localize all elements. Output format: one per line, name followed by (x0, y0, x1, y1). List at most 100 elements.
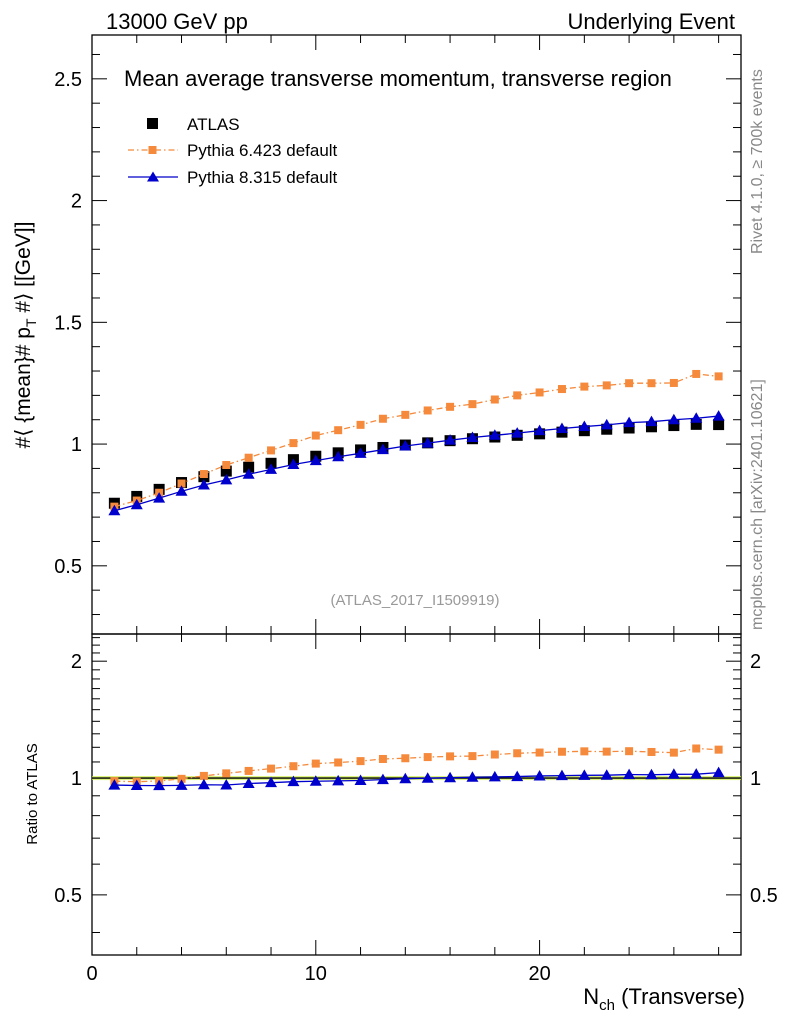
marker-pythia8 (511, 427, 524, 438)
main-axis-ticks: 0.5 1 1.5 2 2.5 (54, 35, 741, 634)
x-tick-label: 0 (86, 963, 97, 985)
ratio-marker-pythia8 (220, 778, 233, 790)
y-tick-label: 1.5 (54, 312, 82, 334)
ratio-marker-pythia6 (334, 758, 343, 767)
marker-pythia6 (669, 378, 678, 387)
ratio-marker-pythia8 (354, 774, 367, 785)
ratio-marker-pythia8 (197, 778, 210, 790)
ratio-marker-pythia6 (557, 747, 566, 756)
ratio-marker-pythia6 (311, 759, 320, 768)
marker-pythia6 (580, 382, 589, 391)
marker-pythia6 (267, 446, 276, 455)
analysis-id-label: (ATLAS_2017_I1509919) (330, 592, 499, 609)
ratio-marker-pythia6 (692, 744, 701, 753)
y-axis-label-subscript: T (23, 318, 39, 327)
ratio-marker-pythia6 (267, 764, 276, 773)
ratio-marker-pythia6 (669, 748, 678, 757)
ratio-axis-ticks: 0 10 20 0.5 0.5 1 1 2 2 (54, 634, 778, 985)
ratio-y-tick-label-right: 0.5 (750, 885, 778, 907)
legend-marker-pythia8 (147, 171, 159, 182)
marker-pythia6 (356, 420, 365, 429)
marker-pythia6 (177, 479, 186, 488)
legend-label-pythia6: Pythia 6.423 default (187, 141, 338, 160)
ratio-marker-pythia8 (511, 770, 524, 782)
ratio-marker-pythia8 (466, 771, 479, 782)
marker-pythia6 (513, 391, 522, 400)
ratio-marker-pythia6 (714, 745, 723, 754)
ratio-marker-pythia8 (376, 773, 389, 785)
y-tick-label: 1 (71, 434, 82, 456)
ratio-marker-pythia8 (667, 768, 680, 779)
marker-pythia8 (197, 478, 210, 490)
x-axis-label-subscript: ch (599, 997, 615, 1014)
marker-pythia6 (557, 385, 566, 394)
marker-pythia8 (712, 410, 725, 421)
x-axis-label-main: N (583, 984, 599, 1009)
ratio-marker-pythia6 (535, 748, 544, 757)
marker-pythia6 (625, 379, 634, 388)
marker-pythia8 (555, 422, 568, 433)
ratio-marker-pythia8 (444, 771, 457, 783)
ratio-marker-pythia8 (600, 769, 613, 780)
ratio-marker-pythia8 (623, 768, 636, 780)
ratio-marker-pythia8 (421, 772, 434, 783)
ratio-y-tick-label-left: 0.5 (54, 885, 82, 907)
ratio-marker-pythia8 (265, 776, 278, 788)
ratio-marker-pythia6 (378, 754, 387, 763)
marker-pythia6 (446, 402, 455, 411)
marker-atlas (690, 418, 702, 430)
marker-pythia8 (444, 434, 457, 445)
marker-atlas (668, 420, 680, 432)
ratio-marker-pythia6 (222, 769, 231, 778)
marker-pythia6 (714, 372, 723, 381)
marker-pythia8 (309, 454, 322, 466)
ratio-marker-pythia6 (602, 747, 611, 756)
ratio-marker-pythia6 (401, 754, 410, 763)
marker-pythia6 (199, 470, 208, 479)
ratio-marker-pythia6 (244, 766, 253, 775)
y-axis-label-part-a: #⟨ {mean}# p (12, 327, 35, 448)
ratio-marker-pythia6 (199, 771, 208, 780)
ratio-y-tick-label-right: 2 (750, 651, 761, 673)
ratio-marker-pythia6 (356, 757, 365, 766)
legend-label-atlas: ATLAS (187, 115, 240, 134)
marker-pythia8 (466, 431, 479, 442)
ratio-marker-pythia6 (423, 753, 432, 762)
x-tick-label: 20 (528, 963, 550, 985)
y-tick-label: 2.5 (54, 69, 82, 91)
line-pythia8 (114, 415, 719, 512)
marker-pythia8 (667, 413, 680, 425)
marker-pythia8 (623, 416, 636, 428)
marker-pythia6 (222, 461, 231, 470)
ratio-series-layer (108, 744, 725, 791)
marker-pythia6 (602, 381, 611, 390)
marker-pythia8 (578, 420, 591, 432)
x-axis-label: Nch (Transverse) (583, 984, 745, 1014)
ratio-marker-pythia6 (625, 747, 634, 756)
marker-atlas (243, 461, 255, 473)
y-axis-label-part-b: #⟩ [[GeV]] (12, 222, 35, 319)
ratio-marker-pythia8 (578, 769, 591, 780)
marker-pythia8 (130, 498, 143, 510)
mcplots-reference-label: mcplots.cern.ch [arXiv:2401.10621] (749, 379, 766, 630)
marker-pythia6 (289, 439, 298, 448)
marker-pythia6 (311, 431, 320, 440)
legend: ATLAS Pythia 6.423 default Pythia 8.315 … (128, 115, 338, 187)
marker-pythia8 (600, 418, 613, 430)
marker-atlas (623, 422, 635, 434)
ratio-y-tick-label-left: 1 (71, 768, 82, 790)
marker-pythia8 (265, 463, 278, 474)
marker-pythia6 (692, 369, 701, 378)
marker-pythia6 (468, 400, 477, 409)
ratio-marker-pythia8 (690, 768, 703, 779)
marker-pythia8 (108, 504, 121, 516)
ratio-marker-pythia6 (177, 774, 186, 783)
marker-pythia8 (533, 424, 546, 436)
marker-pythia8 (690, 412, 703, 423)
marker-pythia8 (421, 437, 434, 448)
marker-pythia8 (332, 450, 345, 462)
marker-pythia8 (645, 415, 658, 427)
marker-pythia6 (490, 395, 499, 404)
header-category-label: Underlying Event (567, 9, 735, 34)
